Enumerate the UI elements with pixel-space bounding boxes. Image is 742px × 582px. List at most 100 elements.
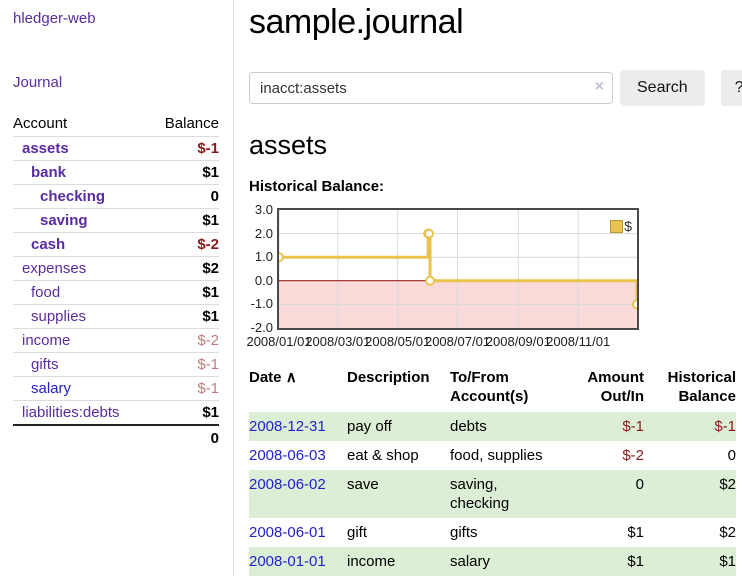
account-link[interactable]: bank — [31, 164, 67, 181]
transaction-balance: $2 — [719, 524, 736, 541]
transaction-row: 2008-06-02 save saving, checking 0 $2 — [249, 470, 736, 518]
x-tick-label: 2008/05/01 — [365, 334, 431, 349]
chart-x-axis: 2008/01/01 2008/03/01 2008/05/01 2008/07/01… — [246, 334, 635, 350]
transaction-date-link[interactable]: 2008-06-01 — [249, 524, 326, 541]
account-link[interactable]: cash — [31, 236, 66, 253]
sidebar: hledger-web Journal Account Balance asse… — [0, 0, 234, 576]
account-link[interactable]: saving — [40, 212, 88, 229]
account-balance: $1 — [149, 160, 219, 185]
main-content: sample.journal × Search ? assets Histori… — [234, 0, 742, 576]
account-heading: assets — [249, 130, 328, 160]
chart-legend: $ — [610, 218, 632, 234]
y-tick-label: -1.0 — [250, 296, 273, 312]
chart-y-axis: 3.0 2.0 1.0 0.0 -1.0 -2.0 — [249, 202, 276, 335]
transaction-accounts: salary — [450, 547, 564, 576]
register-table: Date ∧ Description To/From Account(s) Am… — [249, 366, 736, 576]
account-balance: $-2 — [149, 232, 219, 257]
account-balance: $1 — [149, 304, 219, 329]
accounts-col-account: Account — [13, 112, 150, 137]
account-balance: $-1 — [149, 136, 219, 161]
account-row: supplies $1 — [13, 304, 219, 329]
account-link[interactable]: supplies — [31, 308, 87, 325]
help-button[interactable]: ? — [720, 70, 742, 106]
transaction-date-cell: 2008-06-03 — [249, 441, 347, 470]
account-link[interactable]: income — [22, 332, 71, 349]
transaction-description: save — [347, 470, 450, 518]
account-row: bank $1 — [13, 160, 219, 185]
col-historical-balance: Historical Balance — [667, 369, 736, 405]
transaction-date-link[interactable]: 2008-12-31 — [249, 418, 326, 435]
account-link[interactable]: salary — [31, 380, 72, 397]
transaction-date-cell: 2008-12-31 — [249, 412, 347, 441]
account-balance: $1 — [149, 208, 219, 233]
transaction-row: 2008-06-01 gift gifts $1 $2 — [249, 518, 736, 547]
accounts-table: Account Balance assets $-1 bank $1 checking 0… — [13, 112, 219, 451]
transaction-balance: $1 — [644, 547, 736, 576]
y-tick-label: -2.0 — [250, 320, 273, 335]
account-link[interactable]: checking — [40, 188, 106, 205]
transaction-date-link[interactable]: 2008-01-01 — [249, 553, 326, 570]
sidebar-item-journal[interactable]: Journal — [13, 74, 63, 91]
account-balance: $-2 — [149, 328, 219, 353]
y-tick-label: 1.0 — [254, 249, 273, 265]
account-balance: $1 — [202, 404, 219, 421]
brand-link[interactable]: hledger-web — [13, 10, 96, 27]
account-link[interactable]: gifts — [31, 356, 59, 373]
transaction-amount: $1 — [627, 524, 644, 541]
transaction-description: gift — [347, 524, 368, 541]
col-description: Description — [347, 369, 430, 386]
transaction-date-cell: 2008-01-01 — [249, 547, 347, 576]
transaction-date-link[interactable]: 2008-06-02 — [249, 476, 326, 493]
transaction-balance: 0 — [727, 447, 736, 464]
col-date[interactable]: Date ∧ — [249, 369, 297, 386]
account-row: assets $-1 — [13, 136, 219, 161]
search-box: × — [249, 72, 613, 104]
account-link[interactable]: expenses — [22, 260, 87, 277]
account-link[interactable]: assets — [22, 140, 69, 157]
y-tick-label: 3.0 — [254, 202, 273, 217]
register-header-row: Date ∧ Description To/From Account(s) Am… — [249, 366, 736, 412]
accounts-header-row: Account Balance — [13, 112, 219, 137]
account-link[interactable]: liabilities:debts — [22, 404, 120, 421]
y-tick-label: 0.0 — [254, 272, 273, 288]
chart-plot-area: $ — [277, 208, 639, 330]
x-tick-label: 2008/11/01 — [546, 334, 611, 349]
search-input[interactable] — [249, 72, 613, 104]
transaction-balance: $2 — [644, 470, 736, 518]
legend-label: $ — [624, 218, 632, 234]
x-tick-label: 2008/07/01 — [424, 334, 491, 349]
account-row: cash $-2 — [13, 232, 219, 257]
transaction-date-cell: 2008-06-01 — [249, 518, 347, 547]
account-row: saving $1 — [13, 208, 219, 233]
y-tick-label: 2.0 — [254, 225, 273, 241]
transaction-row: 2008-06-03 eat & shop food, supplies $-2 0 — [249, 441, 736, 470]
account-balance: 0 — [149, 184, 219, 209]
legend-swatch-icon — [610, 219, 624, 233]
account-row: food $1 — [13, 280, 219, 305]
sidebar-nav: Journal — [13, 27, 219, 91]
account-row: expenses $2 — [13, 256, 219, 281]
col-tofrom-accounts: To/From Account(s) — [450, 369, 529, 405]
x-tick-label: 2008/01/01 — [246, 334, 312, 349]
transaction-accounts: gifts — [450, 524, 478, 541]
chart-canvas — [279, 210, 637, 328]
account-row: liabilities:debts $1 — [13, 401, 219, 426]
chart-title: Historical Balance: — [249, 178, 385, 195]
transaction-amount: $-2 — [622, 447, 644, 464]
transaction-date-cell: 2008-06-02 — [249, 470, 347, 518]
transaction-row: 2008-01-01 income salary $1 $1 — [249, 547, 736, 576]
account-link[interactable]: food — [31, 284, 61, 301]
transaction-description: income — [347, 547, 450, 576]
accounts-total-value: 0 — [149, 424, 219, 451]
transaction-accounts: food, supplies — [450, 447, 543, 464]
account-row: gifts $-1 — [13, 352, 219, 377]
account-row: checking 0 — [13, 184, 219, 209]
sort-ascending-icon: ∧ — [285, 369, 297, 386]
search-bar: × Search ? — [249, 70, 742, 106]
transaction-row: 2008-12-31 pay off debts $-1 $-1 — [249, 412, 736, 441]
search-button[interactable]: Search — [620, 70, 705, 106]
account-row: income $-2 — [13, 328, 219, 353]
clear-search-icon[interactable]: × — [594, 78, 604, 95]
transaction-date-link[interactable]: 2008-06-03 — [249, 447, 326, 464]
